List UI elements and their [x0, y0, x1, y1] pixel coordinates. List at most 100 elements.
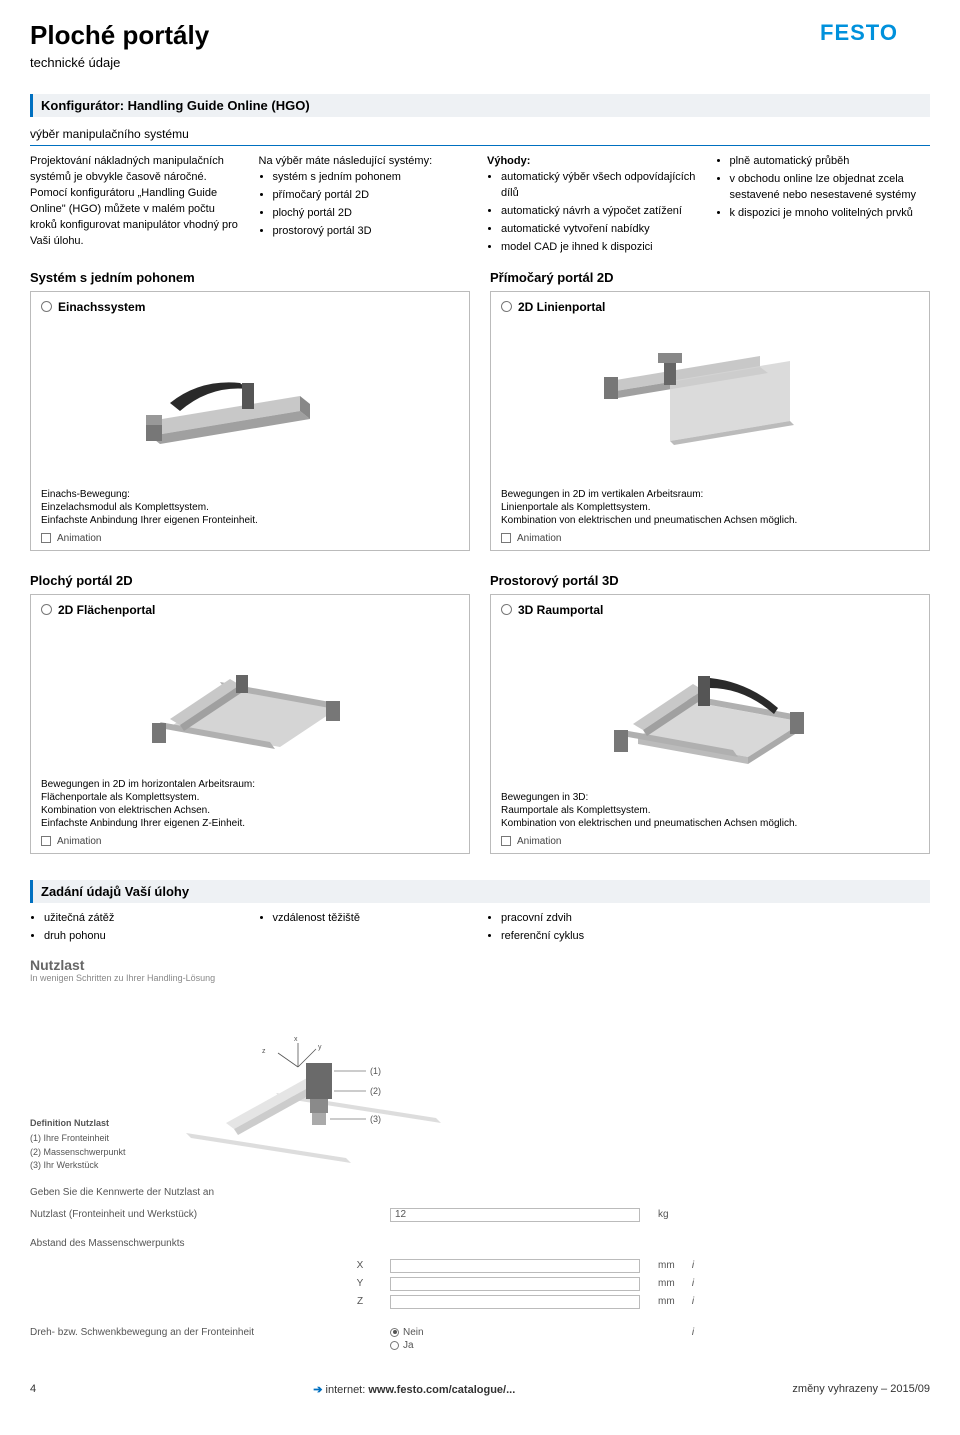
axis-label: X: [330, 1260, 390, 1271]
page-title: Ploché portály: [30, 20, 209, 51]
anim-label: Animation: [57, 836, 101, 847]
panel-animation-link[interactable]: Animation: [501, 533, 919, 544]
row1-titles: Systém s jedním pohonem Přímočarý portál…: [30, 270, 930, 285]
callout-3: (3): [370, 1114, 381, 1124]
desc-line: Kombination von elektrischen und pneumat…: [501, 817, 919, 830]
desc-line: Bewegungen in 2D im horizontalen Arbeits…: [41, 778, 459, 791]
logo-text: FESTO: [820, 20, 898, 45]
list-item: přímočarý portál 2D: [273, 188, 474, 204]
panel-einachssystem[interactable]: Einachssystem Einachs-Bewegung:: [30, 291, 470, 551]
x-input[interactable]: [390, 1259, 640, 1273]
mass-input[interactable]: 12: [390, 1208, 640, 1222]
form-row-x: X mm i: [30, 1257, 930, 1275]
radio-icon[interactable]: [41, 604, 52, 615]
nutzlast-definition-row: Definition Nutzlast (1) Ihre Fronteinhei…: [30, 1013, 930, 1173]
panel-desc: Einachs-Bewegung: Einzelachsmodul als Ko…: [41, 488, 459, 527]
link-prefix: internet:: [326, 1384, 366, 1396]
panel-desc: Bewegungen in 3D: Raumportale als Komple…: [501, 791, 919, 830]
row2-titles: Plochý portál 2D Prostorový portál 3D: [30, 573, 930, 588]
axis-label: Z: [330, 1296, 390, 1307]
link-url: www.festo.com/catalogue/...: [368, 1384, 515, 1396]
info-icon[interactable]: i: [686, 1278, 700, 1289]
panel-desc: Bewegungen in 2D im horizontalen Arbeits…: [41, 778, 459, 830]
panel-title: 2D Flächenportal: [58, 603, 155, 617]
desc-line: Einfachste Anbindung Ihrer eigenen Z-Ein…: [41, 817, 459, 830]
zad-col1: užitečná zátěž druh pohonu: [30, 911, 245, 947]
panel-radio-row: 2D Flächenportal: [41, 603, 459, 617]
radio-icon[interactable]: [501, 604, 512, 615]
radio-icon: [390, 1328, 399, 1337]
row2-title-left: Plochý portál 2D: [30, 573, 470, 588]
page-header: Ploché portály technické údaje FESTO: [30, 20, 930, 70]
play-icon: [41, 836, 51, 846]
panel-2d-linienportal[interactable]: 2D Linienportal Bewegungen in 2D: [490, 291, 930, 551]
info-icon[interactable]: i: [686, 1296, 700, 1307]
form-label: Nutzlast (Fronteinheit und Werkstück): [30, 1209, 330, 1220]
panel-3d-raumportal[interactable]: 3D Raumportal: [490, 594, 930, 854]
list-item: prostorový portál 3D: [273, 224, 474, 240]
row2-title-right: Prostorový portál 3D: [490, 573, 930, 588]
radio-icon[interactable]: [501, 301, 512, 312]
radio-option-ja[interactable]: Ja: [390, 1340, 650, 1351]
intro-col4: plně automatický průběh v obchodu online…: [716, 154, 931, 258]
desc-line: Kombination von elektrischen und pneumat…: [501, 514, 919, 527]
form-row-y: Y mm i: [30, 1275, 930, 1293]
radio-icon[interactable]: [41, 301, 52, 312]
svg-text:x: x: [294, 1036, 298, 1043]
info-icon[interactable]: i: [686, 1260, 700, 1271]
title-block: Ploché portály technické údaje: [30, 20, 209, 70]
zadani-columns: užitečná zátěž druh pohonu vzdálenost tě…: [30, 911, 930, 947]
section-zadani-bar: Zadání údajů Vaší úlohy: [30, 880, 930, 903]
list-item: k dispozici je mnoho volitelných prvků: [730, 206, 931, 222]
anim-label: Animation: [517, 533, 561, 544]
list-item: v obchodu online lze objednat zcela sest…: [730, 172, 931, 204]
play-icon: [41, 533, 51, 543]
row1-title-right: Přímočarý portál 2D: [490, 270, 930, 285]
panel-animation-link[interactable]: Animation: [41, 836, 459, 847]
desc-line: Einzelachsmodul als Komplettsystem.: [41, 501, 459, 514]
intro-col3-list: automatický výběr všech odpovídajících d…: [487, 170, 702, 256]
radio-group-dreh: Nein Ja: [390, 1327, 650, 1351]
list-item: užitečná zátěž: [44, 911, 245, 927]
y-input[interactable]: [390, 1277, 640, 1291]
list-item: pracovní zdvih: [501, 911, 702, 927]
z-input[interactable]: [390, 1295, 640, 1309]
intro-col1-text: Projektování nákladných manipulačních sy…: [30, 155, 238, 247]
def-lead: Definition Nutzlast: [30, 1117, 126, 1131]
panel-image: [501, 314, 919, 488]
form-row-z: Z mm i: [30, 1293, 930, 1311]
list-item: automatický návrh a výpočet zatížení: [501, 204, 702, 220]
radio-option-nein[interactable]: Nein: [390, 1327, 650, 1338]
unit-label: mm: [650, 1260, 686, 1271]
desc-line: Kombination von elektrischen Achsen.: [41, 804, 459, 817]
nutzlast-definition-list: Definition Nutzlast (1) Ihre Fronteinhei…: [30, 1117, 126, 1173]
intro-col2-lead: Na výběr máte následující systémy:: [259, 154, 474, 170]
panel-title: Einachssystem: [58, 300, 145, 314]
list-item: automatické vytvoření nabídky: [501, 222, 702, 238]
intro-col2: Na výběr máte následující systémy: systé…: [259, 154, 474, 258]
callout-1: (1): [370, 1066, 381, 1076]
list-item: plně automatický průběh: [730, 154, 931, 170]
unit-label: mm: [650, 1296, 686, 1307]
info-icon[interactable]: i: [686, 1327, 700, 1338]
intro-col4-list: plně automatický průběh v obchodu online…: [716, 154, 931, 222]
desc-line: Flächenportale als Komplettsystem.: [41, 791, 459, 804]
svg-text:y: y: [318, 1044, 322, 1051]
panel-animation-link[interactable]: Animation: [41, 533, 459, 544]
section-konfigurator-sub: výběr manipulačního systému: [30, 123, 930, 146]
panel-image: [501, 617, 919, 791]
form-row-mass: Nutzlast (Fronteinheit und Werkstück) 12…: [30, 1206, 930, 1224]
nutzlast-subtitle: In wenigen Schritten zu Ihrer Handling-L…: [30, 973, 930, 983]
intro-columns: Projektování nákladných manipulačních sy…: [30, 154, 930, 258]
nutzlast-title: Nutzlast: [30, 957, 930, 973]
axis-label: Y: [330, 1278, 390, 1289]
panel-animation-link[interactable]: Animation: [501, 836, 919, 847]
footer-link[interactable]: ➔ internet: www.festo.com/catalogue/...: [36, 1383, 792, 1396]
panel-2d-flaechenportal[interactable]: 2D Flächenportal Bew: [30, 594, 470, 854]
form-label: Dreh- bzw. Schwenkbewegung an der Fronte…: [30, 1327, 330, 1338]
desc-line: Einachs-Bewegung:: [41, 488, 459, 501]
list-item: vzdálenost těžiště: [273, 911, 474, 927]
panel-title: 3D Raumportal: [518, 603, 603, 617]
panel-radio-row: 3D Raumportal: [501, 603, 919, 617]
svg-text:z: z: [262, 1048, 266, 1055]
